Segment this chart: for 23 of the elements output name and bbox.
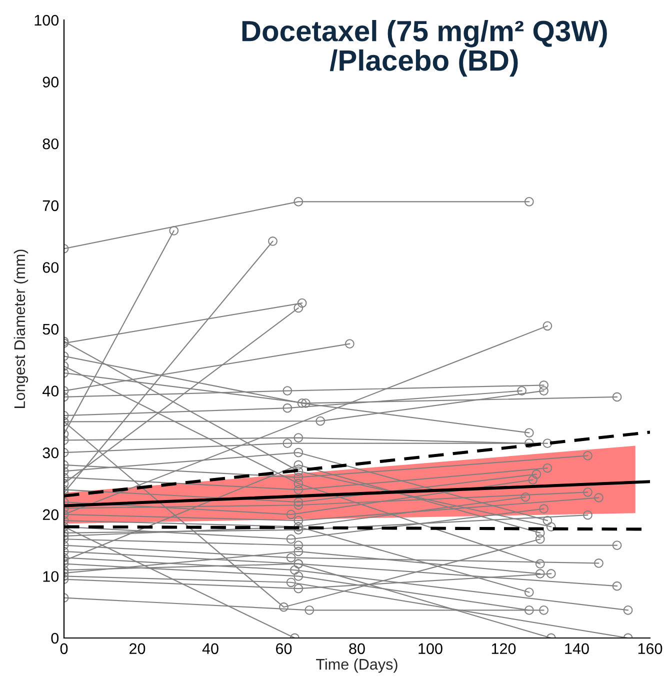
y-tick-label: 20	[42, 509, 59, 520]
y-tick-label: 50	[42, 324, 59, 335]
y-tick-label: 100	[34, 14, 59, 26]
x-tick-label: 20	[130, 643, 146, 654]
x-tick-label: 140	[565, 643, 589, 654]
x-tick-label: 80	[349, 643, 365, 654]
x-tick-label: 40	[202, 643, 218, 654]
y-tick-label: 40	[42, 386, 59, 396]
y-tick-label: 60	[42, 262, 59, 273]
y-tick-label: 70	[42, 200, 59, 212]
y-tick-label: 10	[43, 571, 59, 582]
y-axis-title: Longest Diameter (mm)	[14, 250, 28, 408]
x-axis-title: Time (Days)	[316, 658, 398, 673]
y-tick-label: 80	[42, 138, 59, 150]
y-tick-label: 0	[51, 632, 59, 644]
x-tick-label: 0	[60, 643, 68, 654]
x-tick-label: 160	[638, 643, 662, 654]
y-tick-label: 90	[42, 76, 59, 88]
x-tick-label: 60	[276, 643, 292, 654]
x-tick-label: 100	[418, 643, 442, 654]
x-tick-label: 120	[492, 643, 516, 654]
y-tick-label: 30	[42, 447, 59, 458]
chart-title: Docetaxel (75 mg/m² Q3W) /Placebo (BD)	[242, 20, 607, 77]
